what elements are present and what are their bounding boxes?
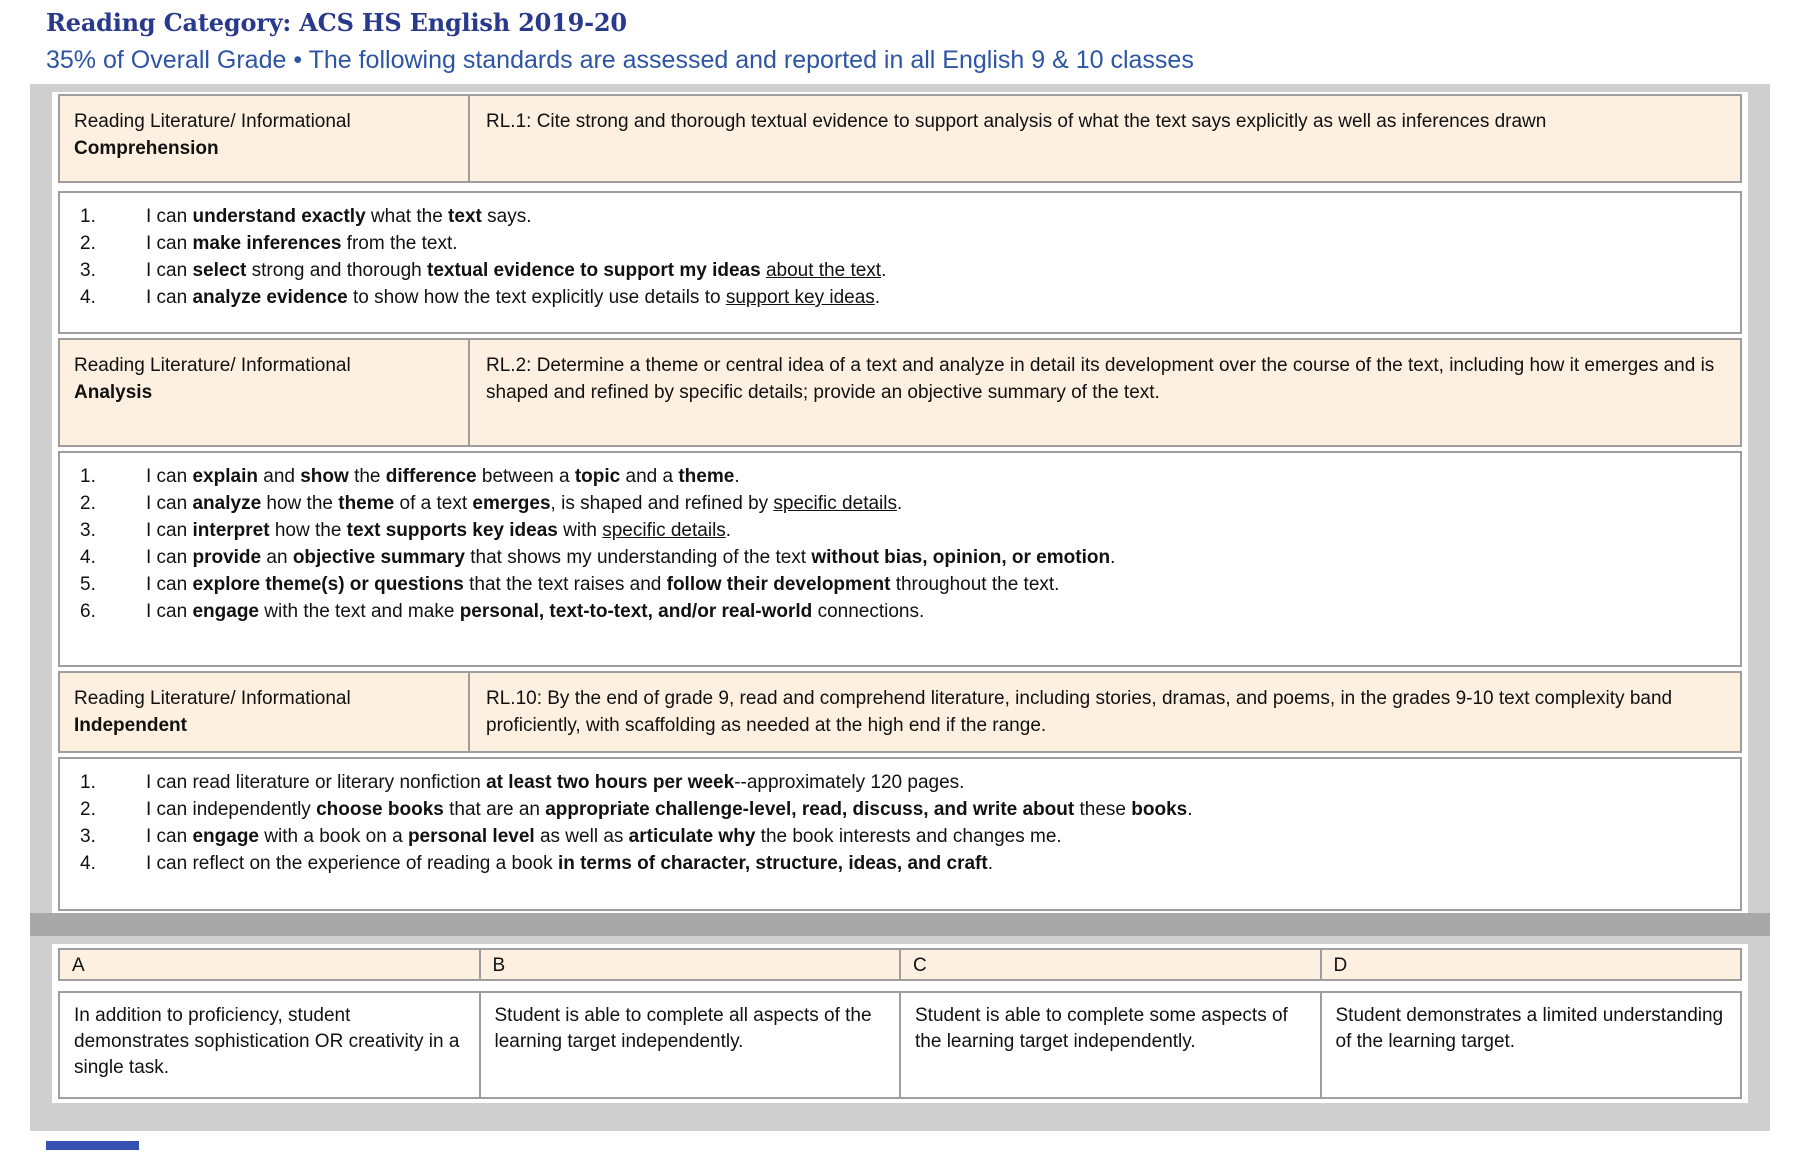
category-name: Independent: [74, 715, 187, 736]
target-text: I can interpret how the text supports ke…: [146, 520, 732, 541]
target-number: 4.: [80, 287, 96, 308]
target-text: I can analyze evidence to show how the t…: [146, 287, 881, 308]
rubric-grade-a-header: A: [58, 948, 481, 981]
standard-text-cell: RL.2: Determine a theme or central idea …: [486, 355, 1715, 403]
target-number: 1.: [80, 206, 96, 227]
document-canvas: Reading Literature/ Informational Compre…: [30, 84, 1770, 1131]
category-type: Reading Literature/ Informational: [74, 355, 351, 376]
target-number: 6.: [80, 601, 96, 622]
category-cell: Reading Literature/ Informational Compre…: [60, 96, 470, 181]
learning-target-item: 2. I can analyze how the theme of a text …: [64, 490, 1724, 517]
learning-targets-comprehension: 1. I can understand exactly what the text…: [58, 191, 1742, 334]
category-cell: Reading Literature/ Informational Analys…: [60, 340, 470, 445]
target-text: I can make inferences from the text.: [146, 233, 458, 254]
section-divider: [30, 913, 1770, 936]
rubric-body-row: In addition to proficiency, student demo…: [58, 991, 1742, 1099]
rubric-grade-c-header: C: [899, 948, 1322, 981]
standard-text-cell: RL.10: By the end of grade 9, read and c…: [486, 688, 1673, 736]
category-name: Analysis: [74, 382, 153, 403]
category-name: Comprehension: [74, 138, 219, 159]
page-subtitle: 35% of Overall Grade • The following sta…: [46, 46, 1194, 74]
learning-target-item: 6. I can engage with the text and make pe…: [64, 598, 1724, 625]
standards-table: Reading Literature/ Informational Compre…: [52, 92, 1748, 913]
target-number: 4.: [80, 547, 96, 568]
target-text: I can understand exactly what the text s…: [146, 206, 532, 227]
standard-text-cell: RL.1: Cite strong and thorough textual e…: [486, 111, 1547, 132]
target-text: I can provide an objective summary that …: [146, 547, 1116, 568]
rubric-row-gap: [58, 981, 1742, 991]
document-header: Reading Category: ACS HS English 2019-20…: [46, 8, 1194, 75]
learning-target-item: 1. I can read literature or literary nonf…: [64, 769, 1724, 796]
learning-target-item: 3. I can engage with a book on a personal…: [64, 823, 1724, 850]
rubric-header-row: A B C D: [58, 948, 1742, 981]
learning-target-item: 1. I can explain and show the difference …: [64, 463, 1724, 490]
category-type: Reading Literature/ Informational: [74, 111, 351, 132]
target-text: I can engage with a book on a personal l…: [146, 826, 1062, 847]
learning-target-item: 3. I can interpret how the text supports …: [64, 517, 1724, 544]
rubric-grade-d-description: Student demonstrates a limited understan…: [1319, 991, 1742, 1099]
learning-target-item: 4. I can provide an objective summary tha…: [64, 544, 1724, 571]
rubric-grade-b-header: B: [478, 948, 901, 981]
rubric-grade-d-header: D: [1319, 948, 1742, 981]
target-number: 2.: [80, 493, 96, 514]
target-text: I can reflect on the experience of readi…: [146, 853, 993, 874]
page-title: Reading Category: ACS HS English 2019-20: [46, 8, 627, 37]
target-text: I can explore theme(s) or questions that…: [146, 574, 1060, 595]
target-number: 3.: [80, 260, 96, 281]
learning-target-item: 4. I can reflect on the experience of rea…: [64, 850, 1724, 877]
target-number: 4.: [80, 853, 96, 874]
category-cell: Reading Literature/ Informational Indepe…: [60, 673, 470, 751]
learning-targets-independent: 1. I can read literature or literary nonf…: [58, 757, 1742, 911]
target-number: 5.: [80, 574, 96, 595]
next-section-title-peek: [46, 1141, 139, 1150]
target-number: 1.: [80, 466, 96, 487]
standard-header-independent: Reading Literature/ Informational Indepe…: [58, 671, 1742, 753]
target-text: I can read literature or literary nonfic…: [146, 772, 965, 793]
learning-target-item: 4. I can analyze evidence to show how the…: [64, 284, 1724, 311]
target-number: 2.: [80, 799, 96, 820]
target-number: 3.: [80, 826, 96, 847]
target-text: I can explain and show the difference be…: [146, 466, 740, 487]
target-text: I can engage with the text and make pers…: [146, 601, 925, 622]
standard-header-analysis: Reading Literature/ Informational Analys…: [58, 338, 1742, 447]
target-text: I can analyze how the theme of a text em…: [146, 493, 903, 514]
grading-rubric-table: A B C D In addition to proficiency, stud…: [52, 944, 1748, 1103]
learning-targets-analysis: 1. I can explain and show the difference …: [58, 451, 1742, 667]
target-number: 3.: [80, 520, 96, 541]
target-number: 2.: [80, 233, 96, 254]
rubric-grade-c-description: Student is able to complete some aspects…: [899, 991, 1322, 1099]
target-text: I can select strong and thorough textual…: [146, 260, 887, 281]
category-type: Reading Literature/ Informational: [74, 688, 351, 709]
learning-target-item: 3. I can select strong and thorough textu…: [64, 257, 1724, 284]
rubric-grade-a-description: In addition to proficiency, student demo…: [58, 991, 481, 1099]
learning-target-item: 2. I can independently choose books that …: [64, 796, 1724, 823]
learning-target-item: 1. I can understand exactly what the text…: [64, 203, 1724, 230]
target-number: 1.: [80, 772, 96, 793]
rubric-grade-b-description: Student is able to complete all aspects …: [478, 991, 901, 1099]
learning-target-item: 2. I can make inferences from the text.: [64, 230, 1724, 257]
learning-target-item: 5. I can explore theme(s) or questions th…: [64, 571, 1724, 598]
standard-header-comprehension: Reading Literature/ Informational Compre…: [58, 94, 1742, 183]
target-text: I can independently choose books that ar…: [146, 799, 1193, 820]
